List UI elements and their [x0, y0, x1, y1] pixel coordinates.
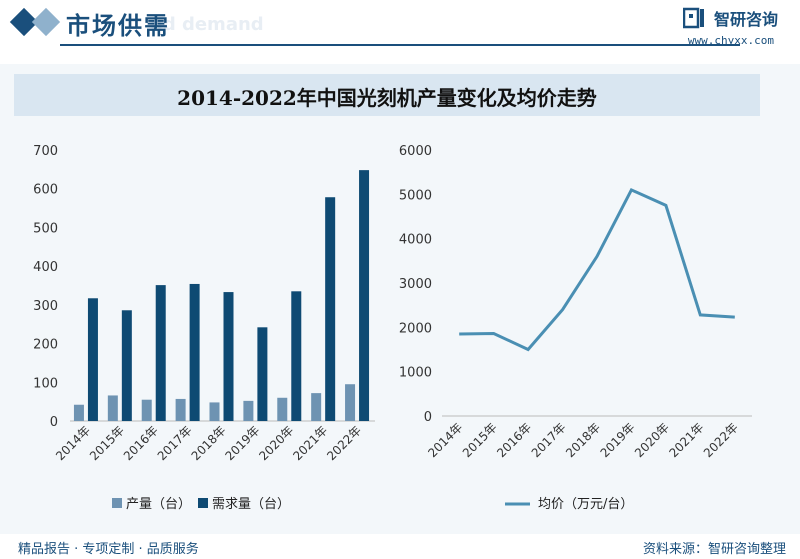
- bar-y-tick-label: 0: [50, 415, 58, 430]
- bar-x-tick-label: 2017年: [155, 423, 195, 463]
- footer-tagline: 精品报告 · 专项定制 · 品质服务: [18, 542, 199, 557]
- chart-title: 2014-2022年中国光刻机产量变化及均价走势: [177, 86, 597, 110]
- line-x-tick-label: 2014年: [425, 420, 465, 460]
- header-divider: [60, 44, 740, 46]
- footer-source: 资料来源：智研咨询整理: [642, 542, 786, 557]
- chart-area: 2014-2022年中国光刻机产量变化及均价走势 0 100 200 300 400 50…: [0, 64, 800, 534]
- bar-y-tick-label: 600: [33, 183, 58, 198]
- bar-y-tick-label: 300: [33, 299, 58, 314]
- bar-y-tick-label: 100: [33, 376, 58, 391]
- bar-y-tick-label: 700: [33, 144, 58, 159]
- bar-output: [277, 397, 288, 421]
- bar-output: [107, 395, 118, 421]
- bar-output: [345, 384, 356, 421]
- section-title: 市场供需: [66, 12, 170, 40]
- bar-x-tick-label: 2019年: [223, 423, 263, 463]
- header: nd demand 市场供需 智研咨询 www.chyxx.com: [0, 0, 800, 47]
- bar-demand: [189, 283, 200, 421]
- bar-output: [73, 404, 84, 421]
- bar-y-tick-label: 400: [33, 260, 58, 275]
- line-x-tick-label: 2019年: [598, 420, 638, 460]
- bar-y-tick-label: 200: [33, 338, 58, 353]
- bar-output: [311, 393, 322, 421]
- chart-title-band: 2014-2022年中国光刻机产量变化及均价走势: [14, 74, 760, 116]
- bar-x-tick-label: 2016年: [121, 423, 161, 463]
- bar-output: [209, 402, 220, 421]
- line-y-tick-label: 4000: [399, 233, 432, 248]
- bar-demand: [359, 170, 370, 421]
- line-price-series: [459, 187, 735, 352]
- brand: 智研咨询: [682, 6, 778, 30]
- legend-swatch: [198, 498, 208, 508]
- bar-x-tick-label: 2014年: [53, 423, 93, 463]
- bar-x-tick-label: 2021年: [290, 423, 330, 463]
- legend-label: 产量（台）: [126, 497, 191, 512]
- line-x-tick-label: 2021年: [666, 420, 706, 460]
- brand-name: 智研咨询: [713, 10, 778, 29]
- line-y-tick-label: 3000: [399, 277, 432, 292]
- bar-demand: [121, 310, 132, 421]
- line-y-tick-label: 6000: [399, 144, 432, 159]
- bar-demand: [325, 197, 336, 421]
- header-subtitle-watermark: nd demand: [150, 14, 264, 35]
- line-x-tick-label: 2015年: [460, 420, 500, 460]
- line-x-tick-label: 2020年: [632, 420, 672, 460]
- bar-y-tick-label: 500: [33, 221, 58, 236]
- bar-output: [175, 398, 186, 421]
- bar-demand: [223, 292, 234, 421]
- bar-x-tick-label: 2015年: [87, 423, 127, 463]
- brand-logo-icon: [682, 7, 704, 29]
- bar-demand: [291, 291, 302, 421]
- bar-demand: [257, 327, 268, 421]
- line-y-tick-label: 1000: [399, 366, 432, 381]
- bar-x-tick-label: 2022年: [324, 423, 364, 463]
- bar-x-tick-label: 2020年: [256, 423, 296, 463]
- legend-swatch: [112, 498, 122, 508]
- header-diamond-icon-light: [31, 7, 61, 37]
- bar-demand: [155, 285, 166, 421]
- brand-url: www.chyxx.com: [687, 34, 774, 47]
- bar-output: [141, 399, 152, 421]
- line-y-tick-label: 0: [424, 410, 432, 425]
- bar-output: [243, 400, 254, 421]
- line-x-tick-label: 2016年: [494, 420, 534, 460]
- chart-canvas: 01002003004005006007002014年2015年2016年201…: [33, 144, 752, 512]
- bar-demand: [87, 298, 98, 421]
- line-y-tick-label: 5000: [399, 188, 432, 203]
- bar-x-tick-label: 2018年: [189, 423, 229, 463]
- legend-label: 均价（万元/台）: [538, 497, 633, 512]
- footer: 精品报告 · 专项定制 · 品质服务 资料来源：智研咨询整理: [0, 534, 800, 559]
- legend-label: 需求量（台）: [212, 497, 290, 512]
- line-x-tick-label: 2018年: [563, 420, 603, 460]
- line-x-tick-label: 2022年: [701, 420, 741, 460]
- line-y-tick-label: 2000: [399, 321, 432, 336]
- line-x-tick-label: 2017年: [529, 420, 569, 460]
